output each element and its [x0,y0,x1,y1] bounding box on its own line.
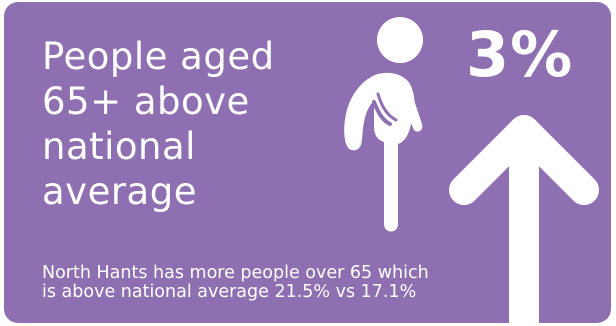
footnote-line-2: is above national average 21.5% vs 17.1% [42,282,417,302]
headline-line-4: average [42,170,197,213]
headline: People aged 65+ above national average [42,34,332,214]
footnote-line-1: North Hants has more people over 65 whic… [42,263,429,283]
stat-value: 3% [466,18,574,91]
footnote: North Hants has more people over 65 whic… [42,264,512,302]
infographic-card: People aged 65+ above national average 3… [4,2,611,323]
headline-line-2: 65+ above [42,80,250,123]
headline-line-1: People aged [42,35,275,78]
up-arrow-icon [449,115,599,323]
headline-line-3: national [42,125,196,168]
elderly-person-icon [344,17,423,232]
